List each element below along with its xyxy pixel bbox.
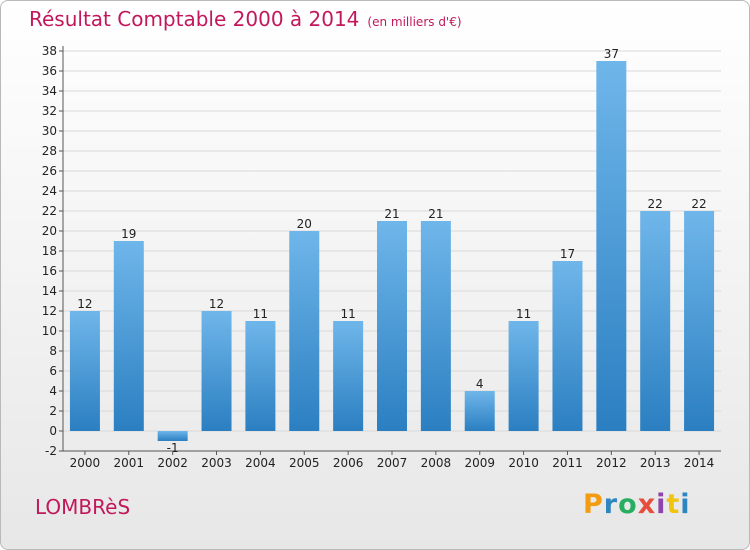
x-tick-label: 2006 [333,456,364,470]
x-tick-label: 2009 [464,456,495,470]
data-label-2010: 11 [516,307,531,321]
x-tick-label: 2000 [70,456,101,470]
bar-2009 [464,391,495,431]
bar-2012 [596,61,627,431]
commune-name: LOMBRèS [35,495,131,519]
bar-2002 [157,431,188,441]
bar-2013 [640,211,671,431]
bar-2003 [201,311,232,431]
x-tick-label: 2014 [684,456,715,470]
data-label-2006: 11 [340,307,355,321]
data-label-2001: 19 [121,227,136,241]
data-label-2000: 12 [77,297,92,311]
bar-2014 [684,211,715,431]
bar-2011 [552,261,583,431]
data-label-2007: 21 [384,207,399,221]
x-tick-label: 2002 [157,456,188,470]
y-tick-label: 22 [42,204,57,218]
y-tick-label: 14 [42,284,57,298]
y-tick-label: 6 [49,364,57,378]
title-text: Résultat Comptable 2000 à 2014 [29,7,360,31]
x-tick-label: 2012 [596,456,627,470]
data-label-2009: 4 [476,377,484,391]
x-tick-label: 2001 [114,456,145,470]
y-tick-label: 8 [49,344,57,358]
y-tick-label: 2 [49,404,57,418]
data-label-2014: 22 [691,197,706,211]
bar-2005 [289,231,320,431]
x-tick-label: 2007 [377,456,408,470]
data-label-2004: 11 [253,307,268,321]
data-label-2003: 12 [209,297,224,311]
y-tick-label: 38 [42,44,57,58]
y-tick-label: 20 [42,224,57,238]
y-tick-label: 4 [49,384,57,398]
x-tick-label: 2013 [640,456,671,470]
bar-2010 [508,321,539,431]
bar-2006 [333,321,364,431]
data-label-2002: -1 [167,441,179,455]
bar-2007 [377,221,407,431]
data-label-2013: 22 [648,197,663,211]
y-tick-label: 30 [42,124,57,138]
y-tick-label: 32 [42,104,57,118]
y-tick-label: 18 [42,244,57,258]
proxiti-logo: Proxiti [583,489,691,520]
bar-2001 [113,241,144,431]
x-tick-label: 2003 [201,456,232,470]
x-tick-label: 2008 [421,456,452,470]
y-tick-label: 24 [42,184,57,198]
data-label-2005: 20 [297,217,312,231]
y-tick-label: 12 [42,304,57,318]
y-tick-label: 34 [42,84,57,98]
title-unit: (en milliers d'€) [367,15,462,29]
chart-title: Résultat Comptable 2000 à 2014 (en millie… [29,7,462,31]
bar-2008 [420,221,451,431]
x-tick-label: 2010 [508,456,539,470]
x-tick-label: 2004 [245,456,276,470]
data-label-2012: 37 [604,47,619,61]
data-label-2011: 17 [560,247,575,261]
x-tick-label: 2005 [289,456,320,470]
y-tick-label: 0 [49,424,57,438]
y-tick-label: 36 [42,64,57,78]
y-tick-label: 28 [42,144,57,158]
bar-2000 [69,311,100,431]
x-tick-label: 2011 [552,456,583,470]
bar-2004 [245,321,276,431]
y-tick-label: -2 [45,444,57,458]
y-tick-label: 16 [42,264,57,278]
y-tick-label: 10 [42,324,57,338]
y-tick-label: 26 [42,164,57,178]
data-label-2008: 21 [428,207,443,221]
